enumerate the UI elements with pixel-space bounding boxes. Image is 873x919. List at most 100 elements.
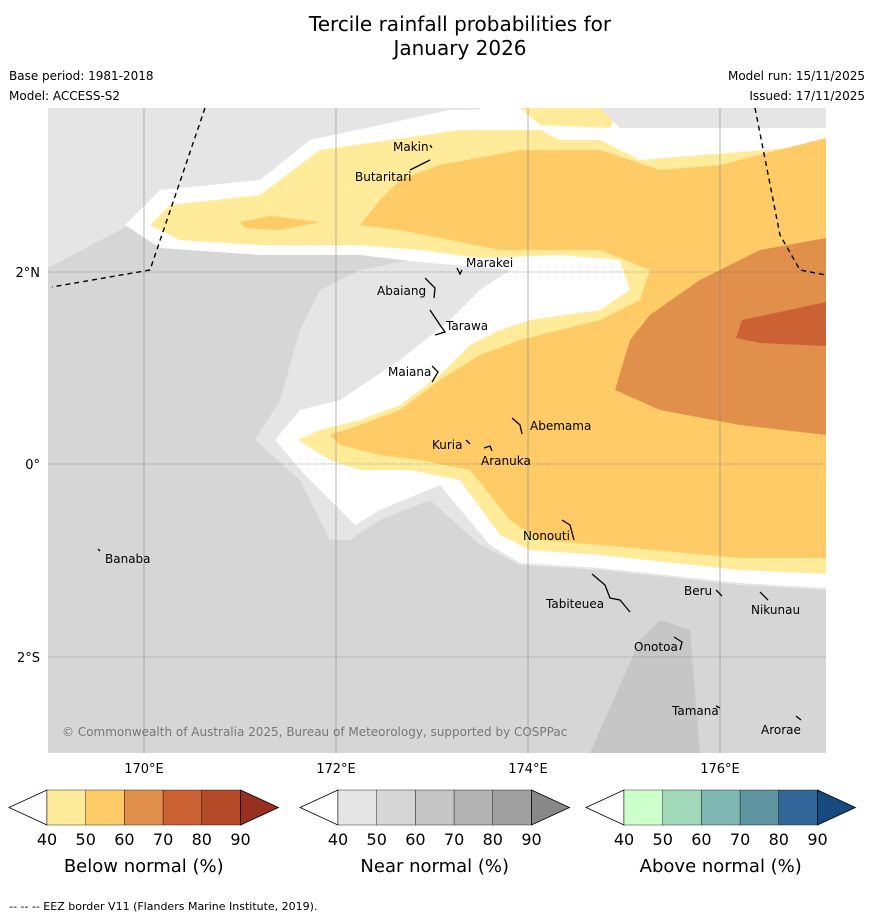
meta-left: Base period: 1981-2018 Model: ACCESS-S2 (9, 68, 154, 104)
lon-label-172: 172°E (316, 762, 356, 777)
colorbar-tick: 70 (730, 830, 750, 849)
colorbar-segment (662, 789, 702, 826)
colorbar-3: 40 50 60 70 80 90 Above normal (%) (585, 789, 857, 877)
colorbar-segment (124, 789, 164, 826)
island-tabiteuea (591, 573, 631, 613)
label-tamana: Tamana (671, 704, 719, 718)
near-normal-light-top (48, 108, 826, 268)
colorbar-tick: 90 (230, 830, 250, 849)
colorbar-segment (46, 789, 86, 826)
colorbar-segment (201, 789, 241, 826)
island-outlines (97, 144, 802, 721)
colorbar-segment (623, 789, 663, 826)
lat-label-2s: 2°S (17, 651, 40, 666)
colorbar-tick: 40 (37, 830, 57, 849)
island-maiana (431, 365, 439, 383)
below-normal-70-80 (736, 302, 826, 346)
colorbar-label: Below normal (%) (64, 856, 224, 877)
colorbar-segment (162, 789, 203, 826)
colorbar-tick: 90 (807, 830, 827, 849)
colorbar-segment (337, 789, 377, 826)
island-kuria (465, 439, 471, 445)
below-normal-60-70 (615, 238, 826, 435)
meta-right: Model run: 15/11/2025 Issued: 17/11/2025 (728, 68, 865, 104)
colorbar-tick: 40 (614, 830, 634, 849)
island-tamana (715, 705, 721, 709)
island-beru (715, 589, 723, 597)
island-abaiang (424, 277, 436, 299)
colorbar-tick: 80 (483, 830, 503, 849)
label-kuria: Kuria (432, 438, 463, 452)
label-arorae: Arorae (761, 723, 801, 737)
label-butaritari: Butaritari (355, 170, 412, 184)
label-nonouti: Nonouti (523, 529, 570, 543)
place-labels: Makin Butaritari Marakei Abaiang Tarawa … (105, 140, 801, 737)
issued-date: Issued: 17/11/2025 (749, 89, 865, 103)
label-abemama: Abemama (530, 419, 591, 433)
title-line-1: Tercile rainfall probabilities for (308, 12, 612, 36)
island-nonouti (561, 519, 575, 541)
eez-footnote: -- -- -- EEZ border V11 (Flanders Marine… (9, 900, 318, 913)
graticule (143, 108, 721, 753)
island-tarawa (429, 309, 447, 336)
colorbar-extend-low (8, 789, 48, 826)
below-normal-50-60 (330, 138, 826, 558)
label-onotoa: Onotoa (634, 640, 678, 654)
base-period: Base period: 1981-2018 (9, 69, 154, 83)
near-normal-corner (600, 108, 826, 128)
label-aranuka: Aranuka (481, 454, 531, 468)
label-beru: Beru (684, 584, 712, 598)
colorbar-segment (85, 789, 125, 826)
colorbar-tick: 80 (769, 830, 789, 849)
colorbar-extend-high (240, 789, 280, 826)
label-marakei: Marakei (466, 256, 513, 270)
colorbar-tick: 60 (405, 830, 425, 849)
colorbar-segment (376, 789, 416, 826)
eez-border-west (51, 107, 206, 288)
colorbar-segment (453, 789, 494, 826)
colorbar-tick: 40 (328, 830, 348, 849)
colorbar-extend-high (817, 789, 857, 826)
colorbar-tick: 50 (367, 830, 387, 849)
label-nikunau: Nikunau (751, 603, 800, 617)
island-arorae (795, 715, 802, 721)
colorbar-tick: 60 (691, 830, 711, 849)
colorbar-tick: 60 (114, 830, 134, 849)
island-banaba (97, 548, 101, 552)
island-abemama (511, 417, 523, 435)
label-tabiteuea: Tabiteuea (545, 597, 604, 611)
colorbar-tick: 70 (153, 830, 173, 849)
colorbar-segment (739, 789, 779, 826)
latitude-labels: 2°N 0° 2°S (16, 266, 41, 666)
label-banaba: Banaba (105, 552, 151, 566)
colorbar-extend-low (299, 789, 339, 826)
label-maiana: Maiana (388, 365, 431, 379)
island-nikunau (759, 591, 769, 601)
colorbar-segment (415, 789, 455, 826)
colorbar-label: Near normal (%) (360, 856, 509, 877)
lat-label-0: 0° (25, 458, 40, 473)
colorbar-segment (778, 789, 818, 826)
island-onotoa (673, 636, 683, 651)
colorbar-extend-high (531, 789, 571, 826)
colorbar-segment (492, 789, 532, 826)
map-plot-area (48, 108, 826, 753)
lon-label-170: 170°E (124, 762, 164, 777)
colorbar-tick: 50 (653, 830, 673, 849)
lat-label-2n: 2°N (16, 266, 41, 281)
parallels (48, 271, 826, 658)
eez-border (51, 107, 827, 288)
island-marakei (456, 267, 463, 276)
title-line-2: January 2026 (393, 36, 527, 60)
eez-border-east (754, 107, 827, 276)
island-aranuka (483, 445, 493, 452)
colorbar-1: 40 50 60 70 80 90 Below normal (%) (8, 789, 280, 877)
colorbar-2: 40 50 60 70 80 90 Near normal (%) (299, 789, 571, 877)
below-normal-50-60-patch (240, 216, 320, 230)
near-normal-dark-patch (590, 620, 700, 753)
colorbar-label: Above normal (%) (640, 856, 802, 877)
lon-label-176: 176°E (700, 762, 740, 777)
label-abaiang: Abaiang (377, 284, 426, 298)
colorbars: 40 50 60 70 80 90 Below normal (%) 40 50 60 70 80 90… (8, 789, 857, 877)
